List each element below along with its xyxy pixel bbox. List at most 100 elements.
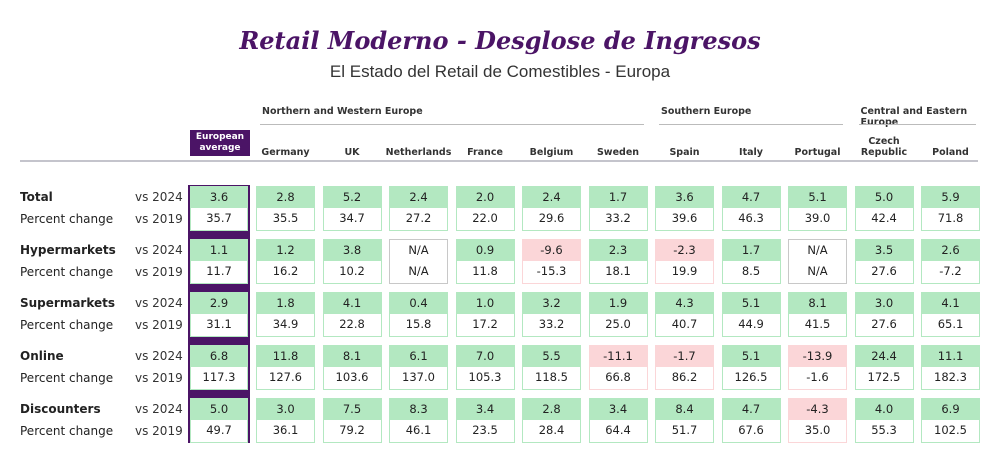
value-cell-vs2019: 35.0 <box>788 420 847 443</box>
value-cell-vs2024: 2.8 <box>256 186 315 209</box>
compare-label: vs 2019 <box>135 265 183 279</box>
value-cell-vs2019: 103.6 <box>322 367 382 390</box>
value-cell-vs2024: 7.0 <box>455 345 515 368</box>
value-cell-vs2019: -15.3 <box>522 261 581 284</box>
column-header: Sweden <box>596 147 640 158</box>
value-cell-vs2019: 71.8 <box>921 208 980 231</box>
compare-label: vs 2019 <box>135 318 183 332</box>
header-divider <box>20 160 978 162</box>
value-cell-vs2019: 19.9 <box>655 261 714 284</box>
value-cell-vs2019: 33.2 <box>522 314 581 337</box>
value-cell-vs2019: 66.8 <box>588 367 648 390</box>
value-cell-vs2024: -11.1 <box>588 345 648 368</box>
page-title: Retail Moderno - Desglose de Ingresos <box>239 26 761 55</box>
value-cell-vs2019: 15.8 <box>389 314 448 337</box>
region-label: Northern and Western Europe <box>262 106 423 117</box>
value-cell-vs2019: 65.1 <box>921 314 980 337</box>
value-cell-vs2024: 4.3 <box>655 292 714 315</box>
compare-label: vs 2019 <box>135 212 183 226</box>
value-cell-vs2019: 27.6 <box>854 314 914 337</box>
value-cell-vs2024: 3.2 <box>522 292 581 315</box>
compare-label: vs 2024 <box>135 190 183 204</box>
value-cell-vs2024: 6.9 <box>921 398 980 421</box>
region-underline <box>659 124 843 125</box>
region-label: Central and Eastern Europe <box>860 106 968 128</box>
row-category: Hypermarkets <box>20 243 116 257</box>
compare-label: vs 2019 <box>135 424 183 438</box>
value-cell-vs2019: 33.2 <box>588 208 648 231</box>
value-cell-vs2024: 0.4 <box>389 292 448 315</box>
value-cell-vs2019: 79.2 <box>322 420 382 443</box>
value-cell-vs2024: 6.1 <box>389 345 448 368</box>
value-cell-vs2024: 2.0 <box>455 186 515 209</box>
region-underline <box>260 124 644 125</box>
value-cell-vs2024: 3.6 <box>190 186 248 209</box>
value-cell-vs2024: N/A <box>788 239 847 262</box>
value-cell-vs2019: 29.6 <box>522 208 581 231</box>
value-cell-vs2024: 5.2 <box>322 186 382 209</box>
value-cell-vs2019: 126.5 <box>721 367 781 390</box>
value-cell-vs2019: 105.3 <box>455 367 515 390</box>
value-cell-vs2019: 86.2 <box>655 367 714 390</box>
value-cell-vs2024: 5.0 <box>854 186 914 209</box>
value-cell-vs2024: -9.6 <box>522 239 581 262</box>
value-cell-vs2024: 3.6 <box>655 186 714 209</box>
value-cell-vs2024: 1.1 <box>190 239 248 262</box>
column-header: Portugal <box>794 147 841 158</box>
value-cell-vs2024: 8.4 <box>655 398 714 421</box>
value-cell-vs2024: 1.0 <box>455 292 515 315</box>
value-cell-vs2024: 1.7 <box>588 186 648 209</box>
value-cell-vs2019: 34.7 <box>322 208 382 231</box>
row-sublabel: Percent change <box>20 265 114 279</box>
row-category: Online <box>20 349 64 363</box>
column-header: UK <box>344 147 360 158</box>
value-cell-vs2024: 4.7 <box>721 398 781 421</box>
value-cell-vs2019: 49.7 <box>190 420 248 443</box>
value-cell-vs2019: 10.2 <box>322 261 382 284</box>
compare-label: vs 2019 <box>135 371 183 385</box>
column-header: Czech Republic <box>860 136 908 158</box>
value-cell-vs2024: 1.9 <box>588 292 648 315</box>
value-cell-vs2024: 1.8 <box>256 292 315 315</box>
value-cell-vs2019: 46.1 <box>389 420 448 443</box>
value-cell-vs2024: 2.6 <box>921 239 980 262</box>
value-cell-vs2024: 5.1 <box>721 345 781 368</box>
value-cell-vs2024: 3.5 <box>854 239 914 262</box>
compare-label: vs 2024 <box>135 402 183 416</box>
value-cell-vs2019: 39.6 <box>655 208 714 231</box>
value-cell-vs2019: 17.2 <box>455 314 515 337</box>
value-cell-vs2024: 2.4 <box>389 186 448 209</box>
value-cell-vs2019: 67.6 <box>721 420 781 443</box>
value-cell-vs2024: 8.1 <box>788 292 847 315</box>
compare-label: vs 2024 <box>135 296 183 310</box>
value-cell-vs2024: 7.5 <box>322 398 382 421</box>
value-cell-vs2024: 2.4 <box>522 186 581 209</box>
value-cell-vs2024: -4.3 <box>788 398 847 421</box>
row-sublabel: Percent change <box>20 424 114 438</box>
column-header: Poland <box>932 147 969 158</box>
value-cell-vs2019: 64.4 <box>588 420 648 443</box>
average-column-header: European average <box>190 130 250 156</box>
value-cell-vs2019: 172.5 <box>854 367 914 390</box>
value-cell-vs2024: 11.1 <box>921 345 980 368</box>
value-cell-vs2019: N/A <box>389 261 448 284</box>
column-header: Netherlands <box>385 147 452 158</box>
value-cell-vs2024: 4.1 <box>322 292 382 315</box>
value-cell-vs2019: 41.5 <box>788 314 847 337</box>
value-cell-vs2019: 137.0 <box>389 367 448 390</box>
value-cell-vs2019: 36.1 <box>256 420 315 443</box>
value-cell-vs2024: 4.1 <box>921 292 980 315</box>
value-cell-vs2024: 5.9 <box>921 186 980 209</box>
value-cell-vs2019: 11.7 <box>190 261 248 284</box>
value-cell-vs2019: 28.4 <box>522 420 581 443</box>
value-cell-vs2019: 27.2 <box>389 208 448 231</box>
value-cell-vs2024: N/A <box>389 239 448 262</box>
column-header: Spain <box>669 147 700 158</box>
value-cell-vs2024: 24.4 <box>854 345 914 368</box>
value-cell-vs2019: 35.7 <box>190 208 248 231</box>
value-cell-vs2024: -1.7 <box>655 345 714 368</box>
region-label: Southern Europe <box>661 106 752 117</box>
value-cell-vs2019: 34.9 <box>256 314 315 337</box>
compare-label: vs 2024 <box>135 243 183 257</box>
row-sublabel: Percent change <box>20 212 114 226</box>
